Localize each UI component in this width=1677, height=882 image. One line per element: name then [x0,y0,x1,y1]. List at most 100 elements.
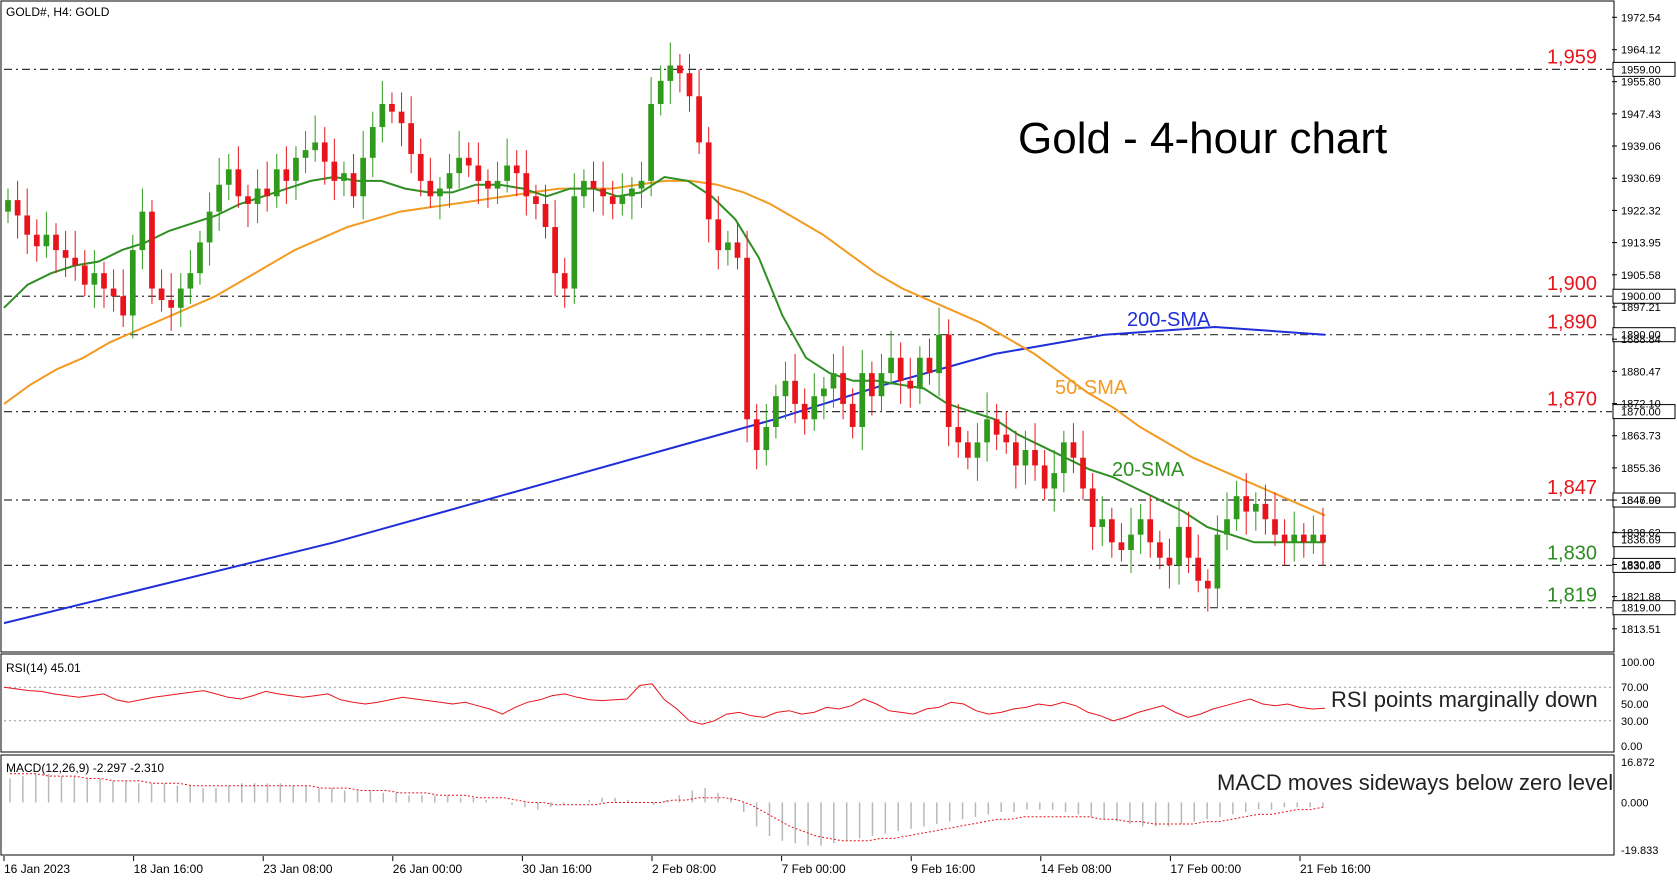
candle-body [542,203,549,228]
level-axis-box [1612,327,1676,343]
candle-body [523,173,530,197]
candle-body [955,426,962,443]
price-tick-label: 1846.99 [1621,495,1661,507]
candle-body [302,150,309,158]
candle-body [101,273,107,289]
x-tick-label: 30 Jan 16:00 [522,862,592,876]
candle-body [1003,434,1010,443]
candle-body [120,296,127,316]
candle-body [312,142,319,151]
candle-body [1118,542,1125,551]
x-tick-label: 2 Feb 08:00 [652,862,716,876]
price-tick-label: 1947.43 [1621,109,1661,121]
macd-label: MACD(12,26,9) -2.297 -2.310 [6,761,164,775]
price-tick-label: 1955.80 [1621,77,1661,89]
candle-body [590,180,597,189]
candle-body [1262,503,1269,520]
candle-body [1022,450,1029,466]
level-label: 1,890 [1547,312,1597,334]
candle-body [254,188,261,204]
candle-body [1320,534,1326,543]
candle-body [369,127,376,158]
candle-body [571,196,578,289]
macd-layer: 16.872 0.000 -19.833 [9,757,1658,857]
candle-body [1089,488,1096,527]
candle-body [1137,519,1144,535]
level-label: 1,819 [1547,585,1597,607]
candle-body [638,180,645,189]
macd-tick-label: 0.000 [1621,797,1649,809]
rsi-label: RSI(14) 45.01 [6,661,81,675]
candle-body [1176,526,1182,566]
price-tick-label: 1813.51 [1621,624,1661,636]
candle-body [110,288,117,297]
price-tick-label: 1855.36 [1621,463,1661,475]
rsi-tick-label: 30.00 [1621,716,1649,728]
candle-body [667,65,674,81]
levels-layer: 1,959 1959.00 1,900 1900.00 1,890 1890.00 1,87… [4,46,1676,616]
candle-body [811,396,818,420]
symbol-label: GOLD#, H4: GOLD [6,5,110,19]
x-tick-label: 18 Jan 16:00 [134,862,204,876]
candle-body [158,288,165,301]
candle-body [225,169,232,185]
candle-body [341,173,347,181]
candle-body [446,173,453,189]
sma200-layer [3,325,1326,625]
candle-body [696,96,702,143]
x-tick-label: 26 Jan 00:00 [393,862,463,876]
candle-body [81,265,88,285]
candle-body [206,211,213,243]
candle-body [168,300,175,308]
candle-body [53,234,59,251]
sma50-layer [3,179,1326,517]
price-tick-label: 1888.84 [1621,334,1661,346]
candle-body [177,288,184,308]
candle-body [869,373,875,397]
candle-body [792,380,798,404]
sma20-line [3,175,1325,544]
price-tick-label: 1964.12 [1621,45,1661,57]
level-axis-label: 1847.00 [1621,495,1661,507]
candles-layer [5,42,1326,612]
rsi-tick-label: 0.00 [1621,741,1642,753]
candle-body [1224,519,1230,535]
candle-body [715,219,722,251]
candle-body [801,403,808,420]
candle-body [331,161,338,181]
candle-body [379,103,386,128]
level-axis-label: 1830.00 [1621,560,1661,572]
candle-body [187,273,194,289]
candle-body [273,169,280,197]
level-axis-label: 1819.00 [1621,603,1661,615]
level-axis-label: 1900.00 [1621,291,1661,303]
candle-body [552,227,558,274]
candle-body [14,200,21,216]
price-tick-label: 1922.32 [1621,205,1661,217]
candle-body [878,373,885,397]
x-tick-label: 7 Feb 00:00 [782,862,846,876]
candle-body [677,65,683,74]
candle-body [283,169,290,181]
sma50-label: 50-SMA [1055,377,1128,399]
candle-body [235,169,242,197]
macd-annotation: MACD moves sideways below zero level [1217,770,1613,795]
rsi-layer: 100.00 70.00 50.00 30.00 0.00 [3,657,1655,753]
candle-body [917,357,923,389]
level-axis-box [1612,600,1676,616]
rsi-tick-label: 50.00 [1621,699,1649,711]
rsi-tick-label: 70.00 [1621,682,1649,694]
candle-body [5,200,11,212]
sma20-label: 20-SMA [1112,459,1185,481]
rsi-line [3,683,1326,725]
candle-body [149,211,155,289]
candle-body [129,250,136,316]
candle-body [1233,496,1240,520]
price-tick-label: 1880.47 [1621,366,1661,378]
x-tick-label: 16 Jan 2023 [4,862,70,876]
candle-body [1185,526,1192,558]
macd-tick-label: 16.872 [1621,757,1655,769]
candle-body [1147,519,1154,543]
level-label: 1,870 [1547,389,1597,411]
